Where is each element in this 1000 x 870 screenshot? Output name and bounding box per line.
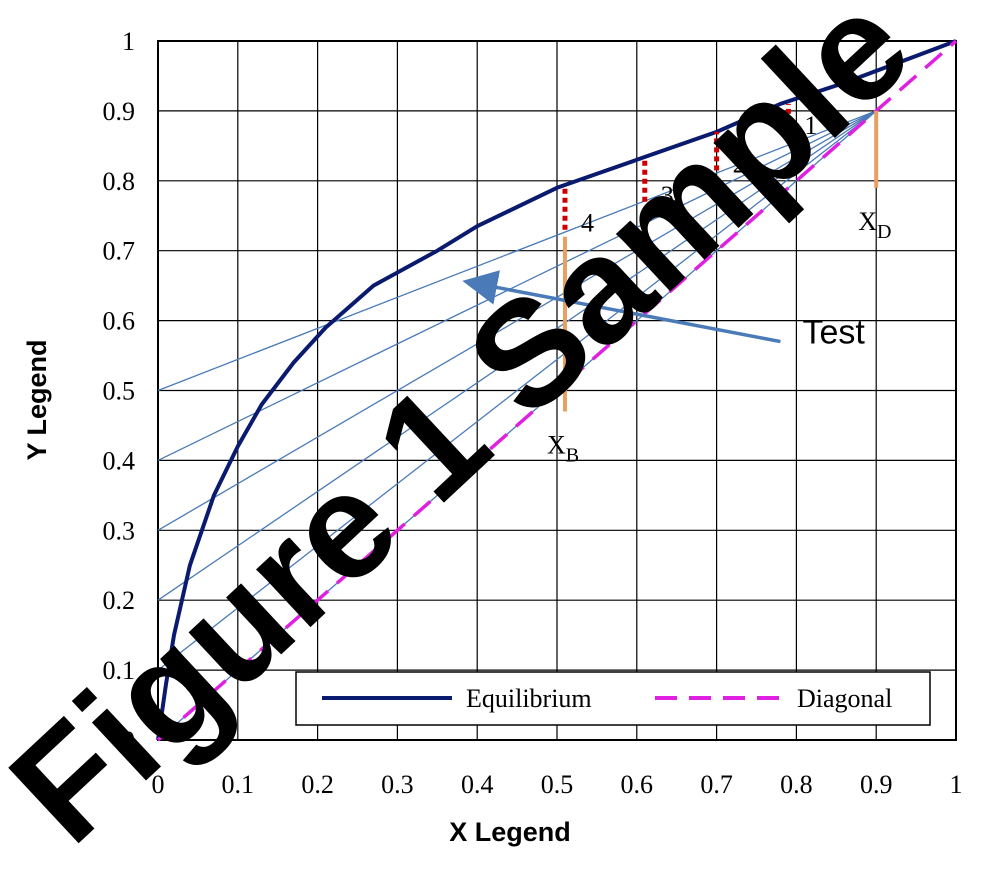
- operating-line-2: [157, 110, 877, 531]
- y-tick-label-10: 1: [122, 27, 135, 56]
- x-tick-label-0: 0: [152, 770, 165, 799]
- x-tick-label-1: 0.1: [222, 770, 255, 799]
- operating-line-4: [157, 110, 877, 671]
- y-axis-title: Y Legend: [22, 339, 52, 460]
- y-tick-label-4: 0.4: [103, 446, 136, 475]
- step-label-1: 1: [804, 111, 817, 140]
- annotation-arrow: [462, 270, 781, 344]
- annotation-label: Test: [802, 314, 865, 352]
- y-tick-label-3: 0.3: [103, 516, 136, 545]
- x-tick-label-5: 0.5: [541, 770, 574, 799]
- y-tick-label-6: 0.6: [103, 307, 136, 336]
- x-tick-label-8: 0.8: [780, 770, 813, 799]
- step-label-4: 4: [581, 209, 594, 238]
- tick-labels: 0 0.1 0.2 0.3 0.4 0.5 0.6 0.7 0.8 0.9 1 0 0.1 0.2 0.3 0…: [103, 27, 963, 799]
- marker-label-b: XB: [547, 430, 579, 466]
- grid: [157, 40, 957, 741]
- series-line-equilibrium: [156, 39, 957, 741]
- x-tick-label-7: 0.7: [700, 770, 733, 799]
- step-label-2: 2: [733, 149, 746, 178]
- y-tick-label-7: 0.7: [103, 237, 136, 266]
- y-tick-label-0: 0: [122, 726, 135, 755]
- y-tick-label-2: 0.2: [103, 586, 136, 615]
- y-tick-label-1: 0.1: [103, 656, 136, 685]
- operating-line-3: [157, 110, 877, 601]
- y-tick-label-8: 0.8: [103, 167, 136, 196]
- legend-label-equilibrium: Equilibrium: [466, 684, 592, 713]
- series-line-diagonal: [156, 39, 958, 742]
- x-tick-label-10: 1: [950, 770, 963, 799]
- x-tick-label-3: 0.3: [381, 770, 414, 799]
- operating-line-0: [157, 110, 877, 392]
- x-tick-label-6: 0.6: [621, 770, 654, 799]
- y-tick-label-5: 0.5: [103, 377, 136, 406]
- x-axis-title: X Legend: [449, 817, 571, 847]
- legend: Equilibrium Diagonal: [295, 671, 931, 726]
- composition-markers: XB XD: [547, 110, 891, 466]
- x-tick-label-2: 0.2: [301, 770, 334, 799]
- operating-line-1: [157, 110, 877, 461]
- series-lines: [156, 39, 958, 742]
- step-marks: 1 2 3 4: [562, 103, 817, 238]
- x-tick-label-9: 0.9: [860, 770, 893, 799]
- annotation: Test: [462, 270, 865, 352]
- x-tick-label-4: 0.4: [461, 770, 494, 799]
- step-label-3: 3: [661, 181, 674, 210]
- y-tick-label-9: 0.9: [103, 97, 136, 126]
- marker-label-d: XD: [858, 207, 891, 243]
- legend-label-diagonal: Diagonal: [797, 684, 892, 713]
